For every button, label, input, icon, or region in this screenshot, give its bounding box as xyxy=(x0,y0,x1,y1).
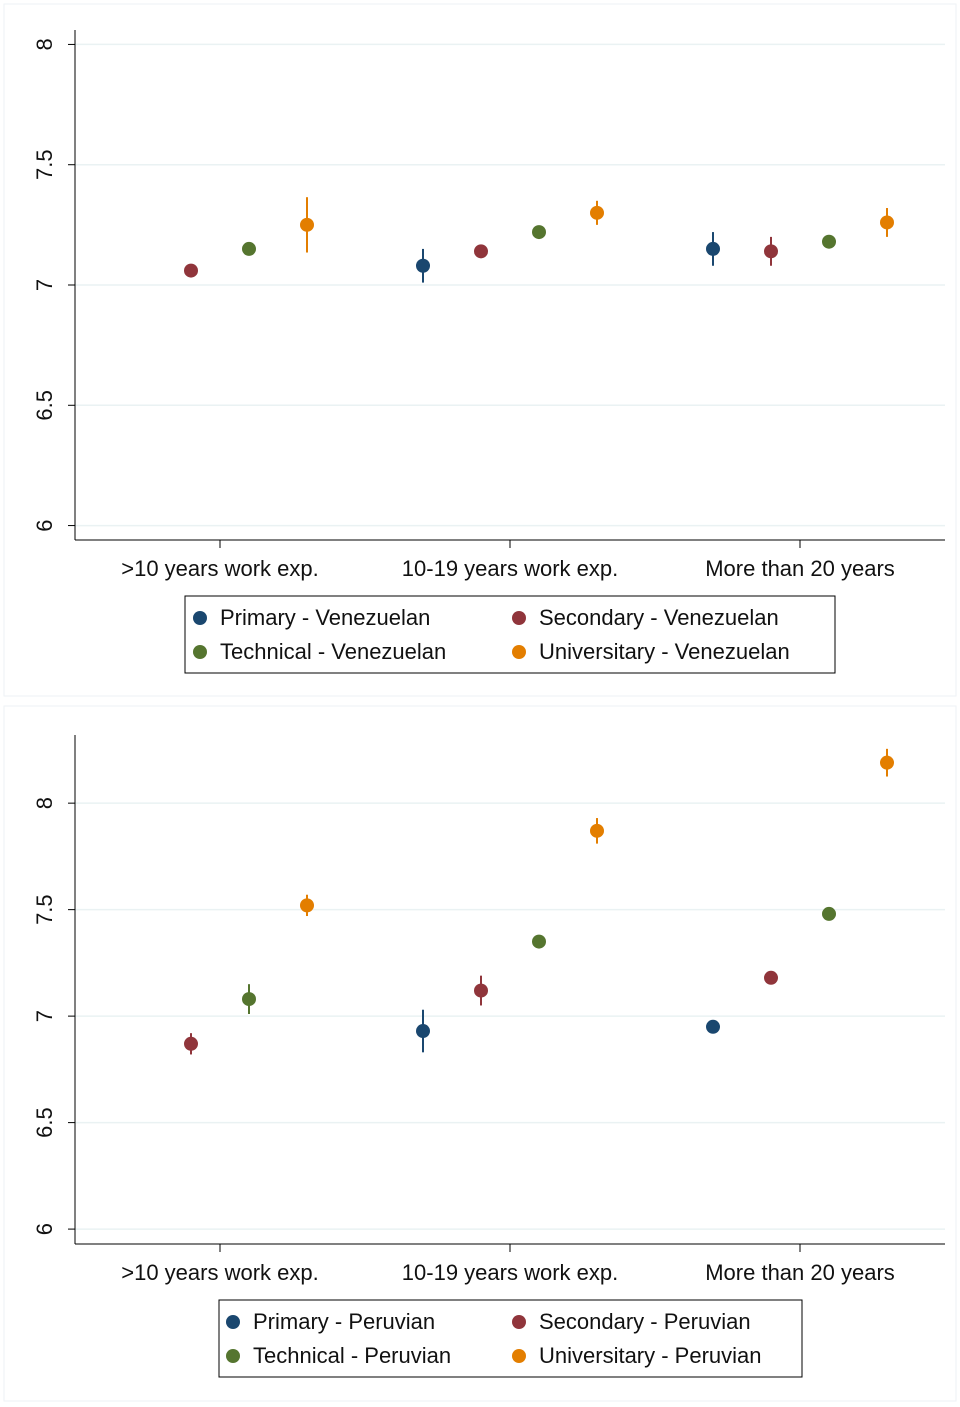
legend-marker xyxy=(193,611,207,625)
legend-marker xyxy=(512,611,526,625)
data-point xyxy=(300,217,314,232)
data-point xyxy=(764,244,778,259)
y-tick-label: 7.5 xyxy=(32,894,57,925)
y-tick-label: 7.5 xyxy=(32,149,57,180)
data-point xyxy=(242,992,256,1007)
data-point xyxy=(590,823,604,838)
y-tick-label: 8 xyxy=(32,797,57,809)
data-point xyxy=(706,1019,720,1034)
legend-label: Primary - Venezuelan xyxy=(220,605,430,630)
panel-frame xyxy=(3,3,957,697)
legend-marker xyxy=(512,1315,526,1329)
x-tick-label: >10 years work exp. xyxy=(121,1260,318,1285)
data-point xyxy=(880,215,894,230)
legend-marker xyxy=(512,645,526,659)
x-tick-label: 10-19 years work exp. xyxy=(402,1260,618,1285)
data-point xyxy=(880,755,894,770)
y-tick-label: 8 xyxy=(32,38,57,50)
x-tick-label: More than 20 years xyxy=(705,556,895,581)
legend-label: Universitary - Venezuelan xyxy=(539,639,790,664)
legend-label: Secondary - Peruvian xyxy=(539,1309,751,1334)
legend-marker xyxy=(512,1349,526,1363)
data-point xyxy=(416,258,430,273)
legend-label: Technical - Venezuelan xyxy=(220,639,446,664)
data-point xyxy=(532,934,546,949)
data-point xyxy=(706,241,720,256)
data-point xyxy=(474,983,488,998)
data-point xyxy=(822,234,836,249)
x-tick-label: >10 years work exp. xyxy=(121,556,318,581)
x-tick-label: 10-19 years work exp. xyxy=(402,556,618,581)
legend-marker xyxy=(193,645,207,659)
legend-label: Technical - Peruvian xyxy=(253,1343,451,1368)
legend-marker xyxy=(226,1315,240,1329)
data-point xyxy=(184,263,198,278)
legend-box xyxy=(218,1299,803,1378)
legend-box xyxy=(184,595,836,674)
y-tick-label: 6.5 xyxy=(32,390,57,421)
data-point xyxy=(300,898,314,913)
data-point xyxy=(590,205,604,220)
legend-label: Secondary - Venezuelan xyxy=(539,605,779,630)
data-point xyxy=(184,1036,198,1051)
data-point xyxy=(242,241,256,256)
data-point xyxy=(822,906,836,921)
y-tick-label: 7 xyxy=(32,1010,57,1022)
legend-marker xyxy=(226,1349,240,1363)
y-tick-label: 6.5 xyxy=(32,1107,57,1138)
data-point xyxy=(532,225,546,240)
data-point xyxy=(416,1024,430,1039)
legend-label: Primary - Peruvian xyxy=(253,1309,435,1334)
legend-label: Universitary - Peruvian xyxy=(539,1343,762,1368)
panel-frame xyxy=(3,705,957,1402)
x-tick-label: More than 20 years xyxy=(705,1260,895,1285)
y-tick-label: 6 xyxy=(32,519,57,531)
y-tick-label: 7 xyxy=(32,279,57,291)
data-point xyxy=(474,244,488,259)
y-tick-label: 6 xyxy=(32,1223,57,1235)
data-point xyxy=(764,970,778,985)
